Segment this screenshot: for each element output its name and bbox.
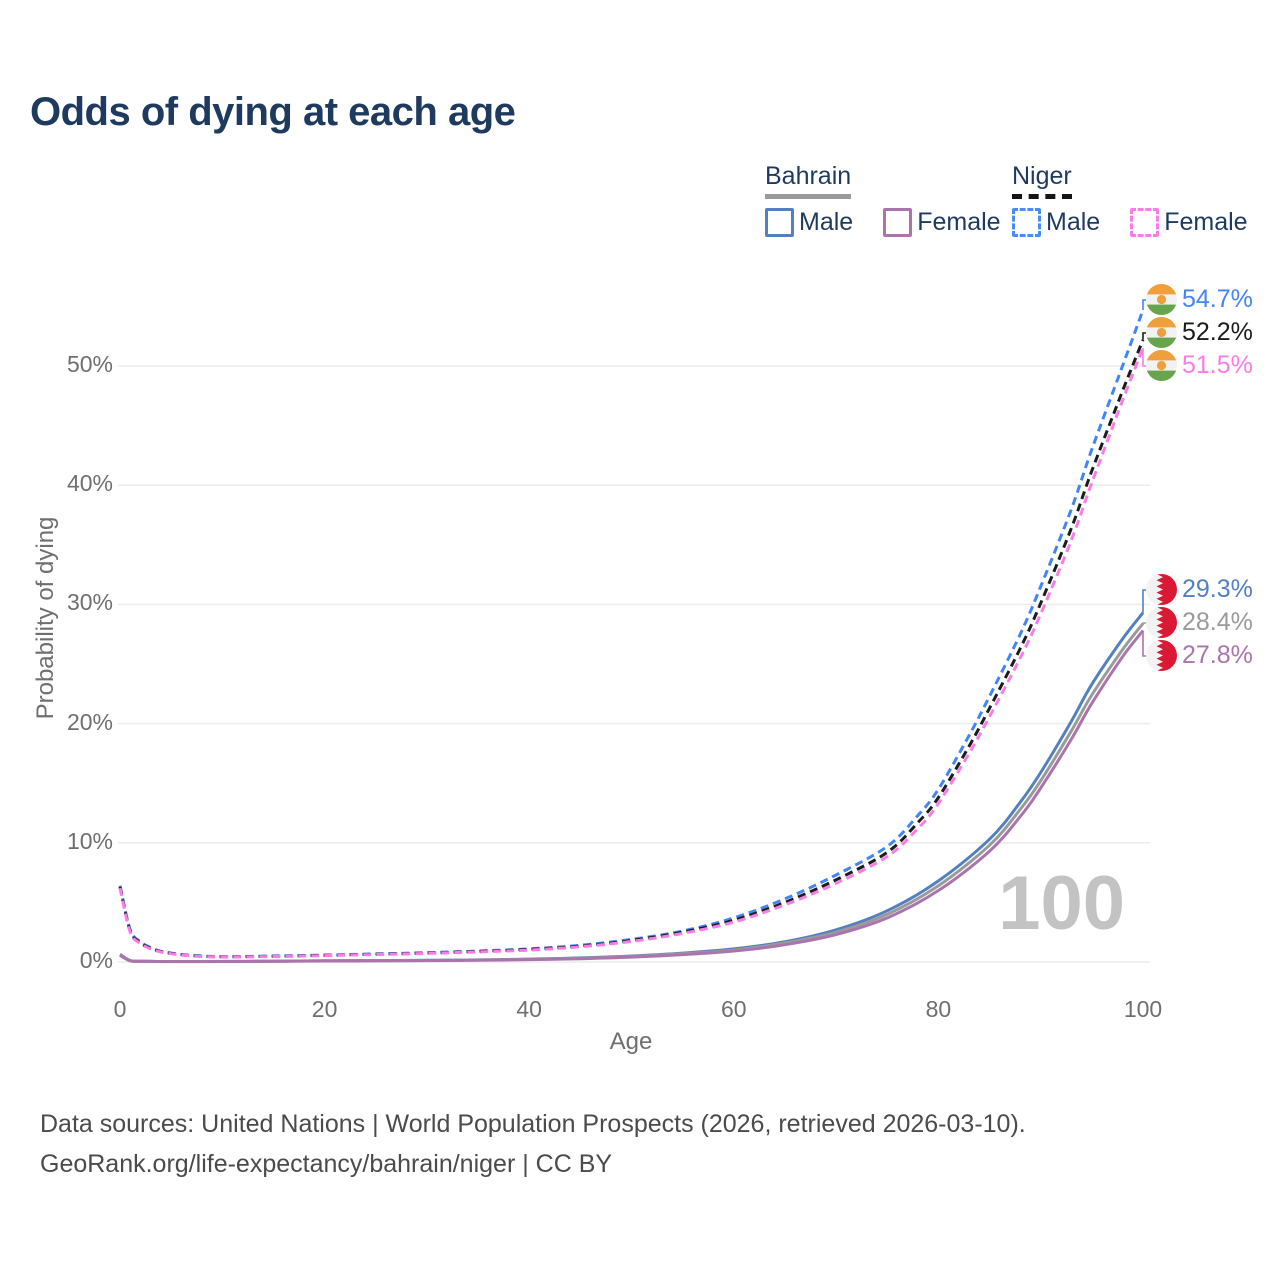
end-value: 54.7% (1182, 285, 1253, 313)
y-tick-label: 10% (66, 827, 113, 854)
end-label-bahrain-both: 28.4% (1146, 607, 1253, 638)
end-value: 52.2% (1182, 318, 1253, 346)
legend-country-bahrain: Bahrain (765, 162, 852, 199)
x-tick-label: 80 (925, 996, 952, 1022)
niger-flag-icon (1146, 317, 1177, 348)
niger-female-label: Female (1164, 208, 1248, 236)
end-label-niger-female: 51.5% (1146, 350, 1253, 381)
end-value: 27.8% (1182, 641, 1253, 669)
bahrain-flag-icon (1146, 607, 1177, 638)
x-tick-label: 40 (516, 996, 542, 1022)
bahrain-female-checkbox[interactable] (883, 208, 913, 237)
bahrain-male-label: Male (799, 208, 854, 236)
bahrain-flag-icon (1146, 640, 1177, 671)
data-source-line: Data sources: United Nations | World Pop… (40, 1110, 1026, 1138)
niger-male-checkbox[interactable] (1012, 208, 1041, 237)
y-tick-label: 40% (66, 470, 113, 497)
x-tick-label: 60 (721, 996, 747, 1022)
legend-group-bahrain: Bahrain Male Female (765, 162, 1001, 237)
legend-group-niger: Niger Male Female (1012, 162, 1248, 237)
bahrain-female-label: Female (917, 208, 1001, 236)
niger-male-label: Male (1046, 208, 1101, 236)
end-label-bahrain-female: 27.8% (1146, 640, 1253, 671)
attribution-line: GeoRank.org/life-expectancy/bahrain/nige… (40, 1150, 613, 1178)
bahrain-male-checkbox[interactable] (765, 208, 794, 237)
niger-flag-icon (1146, 284, 1177, 315)
y-tick-label: 50% (66, 351, 113, 377)
x-tick-label: 20 (311, 996, 338, 1022)
y-tick-label: 0% (79, 947, 113, 973)
age-watermark: 100 (998, 861, 1125, 946)
footer: Data sources: United Nations | World Pop… (40, 1104, 1026, 1184)
niger-flag-icon (1146, 350, 1177, 381)
end-value: 29.3% (1182, 575, 1253, 603)
end-label-niger-male: 54.7% (1146, 284, 1253, 315)
x-axis-title: Age (609, 1028, 653, 1055)
end-value: 51.5% (1182, 351, 1253, 379)
x-tick-label: 0 (113, 996, 127, 1022)
end-value: 28.4% (1182, 608, 1253, 636)
y-tick-label: 30% (66, 589, 113, 616)
niger-female-checkbox[interactable] (1130, 208, 1160, 237)
end-label-bahrain-male: 29.3% (1146, 574, 1253, 605)
end-label-niger-both: 52.2% (1146, 317, 1253, 348)
page-title: Odds of dying at each age (30, 90, 516, 134)
legend-country-niger: Niger (1012, 162, 1072, 199)
y-tick-label: 20% (66, 708, 113, 735)
x-tick-label: 100 (1123, 996, 1163, 1022)
bahrain-flag-icon (1146, 574, 1177, 605)
